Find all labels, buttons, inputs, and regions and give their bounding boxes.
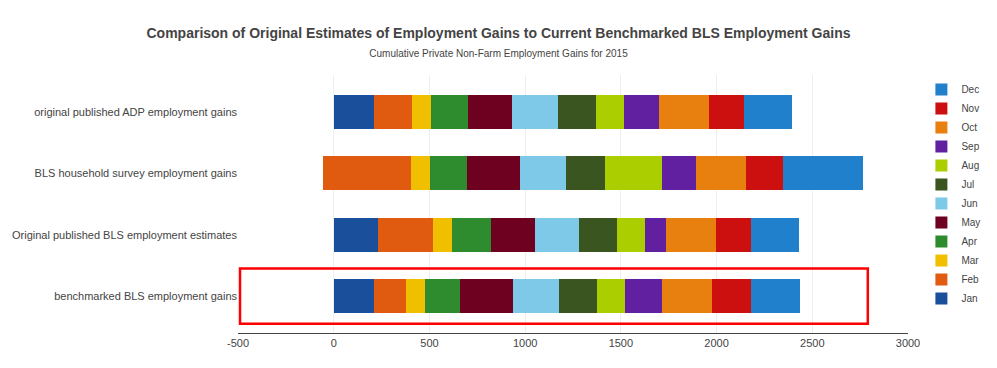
svg-text:2000: 2000	[704, 337, 728, 349]
svg-text:Oct: Oct	[961, 122, 977, 133]
svg-text:Dec: Dec	[961, 84, 979, 95]
svg-text:May: May	[961, 217, 980, 228]
svg-text:Original published BLS employm: Original published BLS employment estima…	[12, 229, 238, 241]
svg-text:Mar: Mar	[961, 255, 979, 266]
svg-text:1500: 1500	[609, 337, 633, 349]
svg-text:0: 0	[331, 337, 337, 349]
svg-text:benchmarked BLS employment gai: benchmarked BLS employment gains	[54, 290, 237, 302]
svg-text:Jul: Jul	[961, 179, 974, 190]
svg-text:original published ADP employm: original published ADP employment gains	[34, 106, 237, 118]
svg-text:Feb: Feb	[961, 274, 979, 285]
svg-text:-500: -500	[227, 337, 249, 349]
svg-text:3000: 3000	[896, 337, 920, 349]
svg-text:Apr: Apr	[961, 236, 977, 247]
svg-text:1000: 1000	[513, 337, 537, 349]
svg-text:Sep: Sep	[961, 141, 979, 152]
svg-text:Jan: Jan	[961, 293, 977, 304]
svg-text:500: 500	[420, 337, 438, 349]
svg-text:Cumulative Private Non-Farm Em: Cumulative Private Non-Farm Employment G…	[369, 48, 628, 59]
svg-text:Comparison of Original Estimat: Comparison of Original Estimates of Empl…	[146, 25, 850, 41]
svg-text:Jun: Jun	[961, 198, 977, 209]
svg-text:2500: 2500	[800, 337, 824, 349]
svg-text:Aug: Aug	[961, 160, 979, 171]
svg-text:BLS household survey employmen: BLS household survey employment gains	[35, 167, 238, 179]
svg-text:Nov: Nov	[961, 103, 979, 114]
